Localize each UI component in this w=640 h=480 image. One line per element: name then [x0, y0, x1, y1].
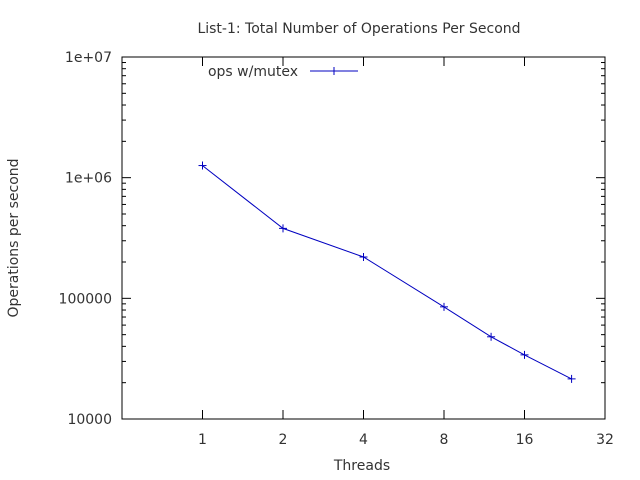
x-tick-label: 32 [596, 432, 614, 448]
data-point [198, 161, 207, 170]
x-tick-label: 16 [516, 432, 534, 448]
data-point [487, 332, 496, 341]
legend-label: ops w/mutex [208, 64, 298, 80]
axis-ticks: 10000 100000 1e+06 1e+07 1 2 4 8 16 32 [59, 50, 614, 448]
y-tick-label: 100000 [59, 291, 112, 307]
chart-title: List-1: Total Number of Operations Per S… [197, 21, 520, 37]
x-tick-label: 4 [359, 432, 368, 448]
x-tick-label: 1 [198, 432, 207, 448]
plot-frame [121, 56, 606, 420]
x-axis-label: Threads [333, 458, 390, 474]
y-tick-label: 1e+07 [65, 50, 112, 66]
series-group [198, 161, 576, 383]
y-tick-label: 1e+06 [65, 171, 112, 187]
x-tick-label: 2 [279, 432, 288, 448]
legend: ops w/mutex [208, 64, 358, 80]
data-point [279, 224, 287, 233]
data-point [520, 350, 529, 359]
y-axis-label: Operations per second [6, 158, 22, 317]
y-tick-label: 10000 [67, 412, 112, 428]
series-line [202, 165, 572, 380]
data-point [567, 374, 576, 383]
x-tick-label: 8 [440, 432, 449, 448]
data-point [359, 253, 368, 262]
data-point [440, 302, 448, 311]
